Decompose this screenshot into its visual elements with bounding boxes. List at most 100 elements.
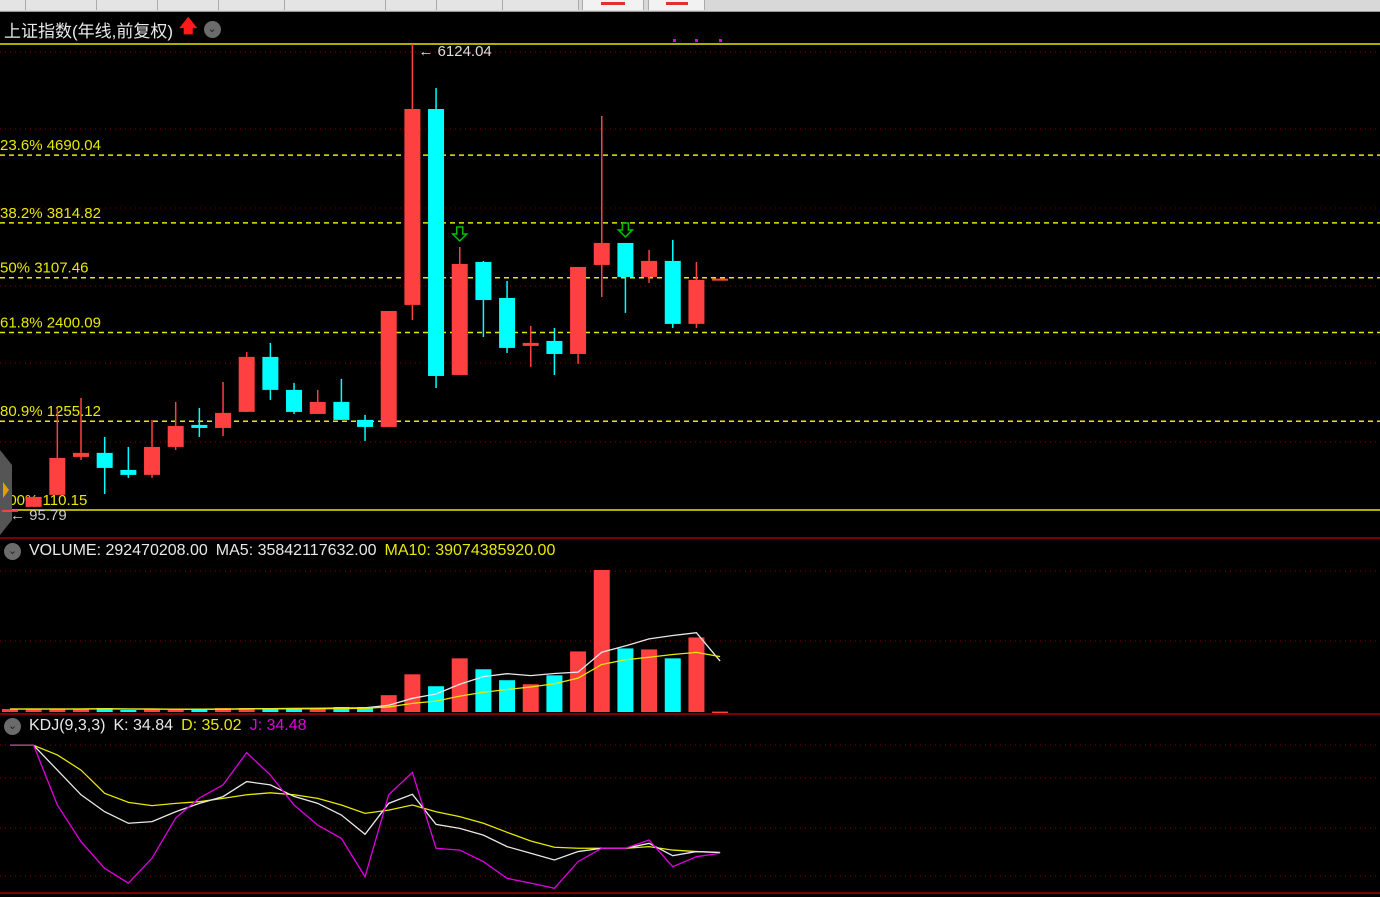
volume-bar (215, 708, 232, 712)
fib-label: 38.2% 3814.82 (0, 205, 101, 222)
candle-body (238, 356, 255, 412)
volume-ma5-line (10, 632, 721, 710)
kdj-k-line (10, 744, 721, 861)
volume-header: ⌄ VOLUME: 292470208.00 MA5: 35842117632.… (4, 542, 555, 560)
candle (144, 419, 161, 478)
candle-body (2, 509, 18, 512)
kdj-j: J: 34.48 (249, 717, 307, 734)
candle-body (499, 297, 516, 348)
chevron-down-circle-icon[interactable]: ⌄ (4, 542, 21, 560)
candle (333, 378, 350, 420)
volume-value: VOLUME: 292470208.00 (29, 542, 208, 559)
fib-label: 100% 110.15 (0, 492, 87, 509)
toolbar-button[interactable] (0, 0, 26, 10)
low-price-label: ← 95.79 (10, 507, 67, 524)
chevron-down-circle-icon[interactable]: ⌄ (4, 717, 21, 735)
volume-bar (25, 709, 42, 712)
toolbar-button[interactable] (503, 0, 579, 10)
volume-bar (475, 669, 492, 712)
candle (570, 266, 587, 364)
candle (428, 88, 445, 388)
candle (451, 246, 468, 375)
marker-dot (673, 39, 676, 42)
candle-body (380, 310, 397, 427)
candle-body (664, 260, 681, 324)
candle-body (475, 261, 492, 300)
candle (380, 310, 397, 427)
fib-label: 50% 3107.46 (0, 260, 88, 277)
volume-bar (570, 651, 587, 712)
kdj-name: KDJ(9,3,3) (29, 717, 106, 734)
candle (617, 242, 634, 313)
candle-body (144, 446, 161, 475)
volume-bar (167, 710, 184, 712)
candle-body (428, 108, 445, 376)
volume-bar (593, 570, 610, 712)
candle (499, 280, 516, 353)
candle (25, 496, 42, 507)
kdj-d-line (10, 744, 721, 854)
candle (357, 414, 374, 441)
candle (286, 382, 303, 414)
candle-body (451, 263, 468, 375)
toolbar-button[interactable] (97, 0, 158, 10)
volume-bar (49, 709, 66, 712)
candle-body (49, 457, 66, 495)
candle-body (570, 266, 587, 354)
candle (2, 509, 18, 512)
candle (215, 381, 232, 436)
candle-body (688, 279, 705, 324)
volume-bar (499, 680, 516, 712)
volume-bar (617, 648, 634, 712)
toolbar-button[interactable] (26, 0, 97, 10)
candle (309, 389, 326, 414)
volume-bar (309, 708, 326, 712)
candle (49, 407, 66, 495)
volume-bar (73, 709, 90, 712)
chart-title: 上证指数(年线,前复权) (4, 21, 174, 41)
volume-bar (2, 709, 18, 712)
candle-body (73, 452, 90, 457)
chevron-down-circle-icon[interactable]: ⌄ (203, 20, 221, 38)
volume-bar (712, 711, 729, 714)
toolbar-tab-active[interactable] (582, 0, 644, 10)
volume-bar (96, 708, 113, 712)
toolbar-button[interactable] (285, 0, 386, 10)
volume-bar (262, 708, 279, 712)
candle (593, 115, 610, 297)
toolbar-button[interactable] (437, 0, 503, 10)
high-price-label: ← 6124.04 (418, 43, 491, 60)
candle (688, 261, 705, 328)
candle-body (25, 496, 42, 507)
volume-bar (428, 686, 445, 712)
toolbar-tab-active[interactable] (648, 0, 705, 10)
candle-body (522, 342, 539, 346)
toolbar-button[interactable] (158, 0, 219, 10)
volume-ma10-line (10, 651, 721, 710)
volume-bar (641, 649, 658, 712)
candle-body (167, 425, 184, 447)
top-toolbar (0, 0, 1380, 12)
candle-body (120, 469, 137, 475)
toolbar-button[interactable] (219, 0, 285, 10)
candle-body (215, 412, 232, 428)
kdj-header: ⌄ KDJ(9,3,3) K: 34.84 D: 35.02 J: 34.48 (4, 717, 307, 735)
volume-bar (688, 637, 705, 712)
candle-body (333, 401, 350, 420)
toolbar-button[interactable] (386, 0, 437, 10)
kdj-j-line (10, 744, 721, 889)
candle (167, 401, 184, 450)
chart-title-bar: 上证指数(年线,前复权) 🡅 ⌄ (4, 14, 221, 44)
play-marker-icon (3, 482, 9, 498)
candle-body (641, 260, 658, 277)
candle-body (404, 108, 421, 305)
kdj-d: D: 35.02 (181, 717, 242, 734)
candle (262, 342, 279, 400)
candle-body (593, 242, 610, 265)
volume-bar (404, 674, 421, 712)
candle-body (262, 356, 279, 390)
candle (73, 397, 90, 460)
volume-bar (357, 707, 374, 712)
volume-bar (546, 675, 563, 712)
